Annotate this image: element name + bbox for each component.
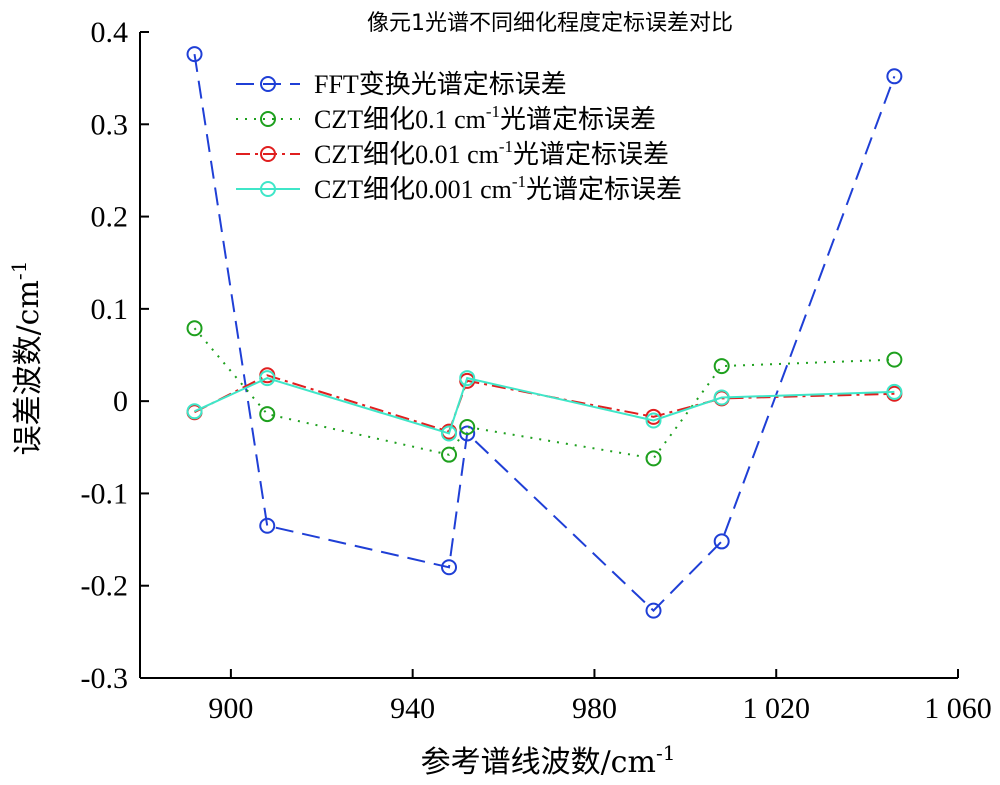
data-point [713,358,730,375]
series-line [194,376,895,435]
data-point [441,425,458,442]
data-point [441,446,458,463]
legend-entry: CZT细化0.01 cm-1光谱定标误差 [236,137,669,169]
data-point [259,370,276,387]
plot-area [186,46,903,619]
data-point [645,450,662,467]
data-point [259,406,276,423]
legend-label: CZT细化0.01 cm-1光谱定标误差 [314,137,669,169]
y-tick-label: 0.4 [91,16,129,49]
y-tick-label: -0.2 [81,570,129,603]
data-point [459,418,476,435]
series-4 [186,370,903,442]
series-2 [186,320,903,467]
data-point [645,602,662,619]
data-point [886,68,903,85]
y-axis-label: 误差波数/cm-1 [7,261,46,456]
legend-marker [260,111,276,127]
data-point [186,403,203,420]
series-line [193,327,895,460]
legend: FFT变换光谱定标误差 CZT细化0.1 cm-1光谱定标误差CZT细化0.01 … [236,70,682,204]
legend-label: FFT变换光谱定标误差 [314,70,567,99]
series-line [194,374,895,433]
x-tick-label: 1 060 [924,692,992,725]
x-tick-label: 940 [390,692,435,725]
series-line [193,53,896,613]
data-point [886,351,903,368]
x-axis-label: 参考谱线波数/cm-1 [421,741,676,780]
data-point [645,412,662,429]
data-point [459,425,476,442]
legend-marker [260,146,276,162]
y-tick-label: -0.1 [81,477,129,510]
y-tick-label: -0.3 [81,662,129,695]
legend-entry: FFT变换光谱定标误差 [236,70,567,99]
legend-label: CZT细化0.001 cm-1光谱定标误差 [314,172,682,204]
legend-entry: CZT细化0.1 cm-1光谱定标误差 [236,102,656,134]
y-tick-label: 0.3 [91,108,129,141]
legend-entry: CZT细化0.001 cm-1光谱定标误差 [236,172,682,204]
data-point [886,383,903,400]
x-tick-label: 900 [208,692,253,725]
data-point [441,559,458,576]
axes: 0.4 0.3 0.2 0.1 0 -0.1 -0.2 -0.3 900 940 980 1 020 1… [81,16,992,725]
x-tick-label: 1 020 [742,692,810,725]
series-3 [186,367,903,440]
data-point [186,320,203,337]
data-point [713,389,730,406]
chart-title: 像元1光谱不同细化程度定标误差对比 [367,11,733,36]
data-point [459,370,476,387]
y-tick-label: 0.2 [91,201,129,234]
y-tick-label: 0.1 [91,293,129,326]
y-tick-label: 0 [113,385,128,418]
legend-marker [260,76,276,92]
legend-marker [260,181,276,197]
data-point [713,533,730,550]
x-tick-label: 980 [572,692,617,725]
data-point [259,517,276,534]
legend-label: CZT细化0.1 cm-1光谱定标误差 [314,102,656,134]
data-point [186,46,203,63]
